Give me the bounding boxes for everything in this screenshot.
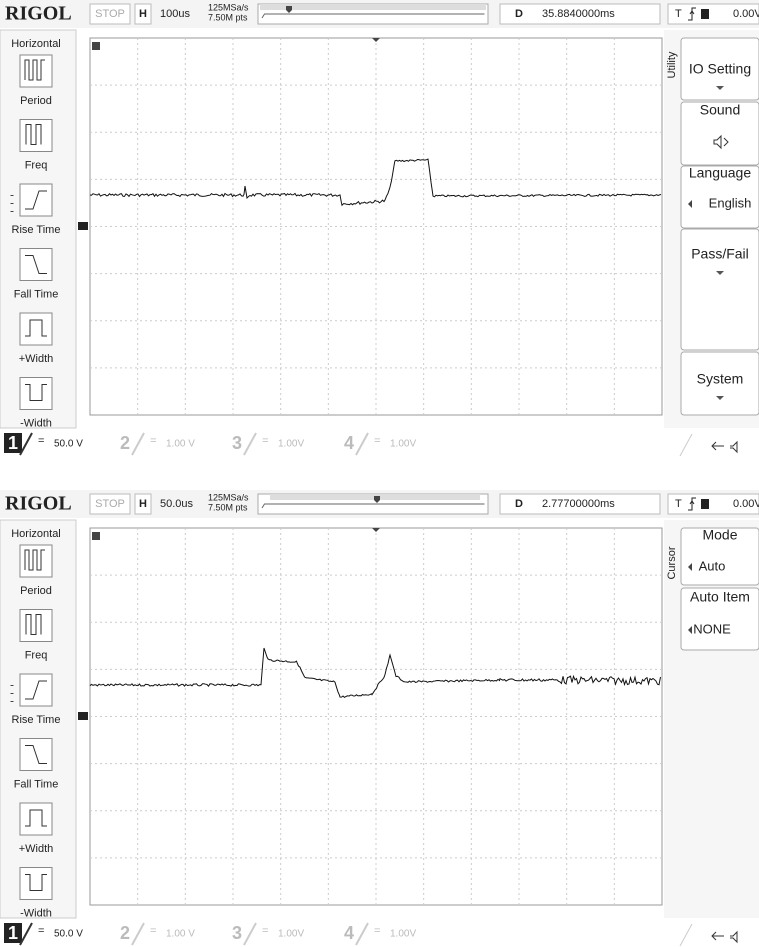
- left-menu-title: Horizontal: [11, 38, 61, 50]
- right-menu-title: Utility: [666, 51, 678, 78]
- menu-icon[interactable]: [20, 313, 52, 345]
- ch1-ground-marker: [78, 222, 88, 230]
- menu-icon[interactable]: [20, 378, 52, 410]
- left-menu-item[interactable]: -Width: [20, 417, 52, 429]
- memory-window: [260, 4, 486, 10]
- channel-number[interactable]: 2: [120, 923, 130, 943]
- left-menu-item[interactable]: Freq: [25, 649, 48, 661]
- channel-slash: [132, 923, 144, 945]
- channel-coupling: =: [262, 925, 268, 937]
- left-menu-item[interactable]: Rise Time: [12, 224, 61, 236]
- channel-slash: [356, 433, 368, 455]
- trigger-level: 0.00V: [733, 498, 759, 510]
- delay-label: D: [515, 498, 523, 510]
- trigger-marker: [92, 42, 100, 50]
- scope-screen: RIGOL STOP H 50.0us 125MSa/s7.50M pts D 2.7770…: [0, 490, 759, 946]
- menu-button-value[interactable]: Auto: [699, 558, 726, 573]
- menu-button-label[interactable]: System: [697, 371, 744, 387]
- channel-number[interactable]: 2: [120, 433, 130, 453]
- channel-coupling: =: [38, 925, 44, 937]
- memory-depth: 7.50M pts: [208, 12, 248, 22]
- trigger-label: T: [675, 498, 682, 510]
- timebase: 100us: [160, 8, 190, 20]
- menu-button-label[interactable]: Pass/Fail: [691, 246, 749, 262]
- menu-icon[interactable]: [20, 868, 52, 900]
- channel-number[interactable]: 3: [232, 433, 242, 453]
- menu-button-value[interactable]: English: [709, 195, 752, 210]
- menu-icon[interactable]: [20, 803, 52, 835]
- delay: 35.8840000ms: [542, 8, 615, 20]
- channel-slash: [132, 433, 144, 455]
- left-menu-item[interactable]: Fall Time: [14, 778, 59, 790]
- channel-slash: [244, 433, 256, 455]
- right-menu-title: Cursor: [666, 546, 678, 579]
- menu-button-value[interactable]: NONE: [693, 621, 731, 636]
- left-menu-item[interactable]: Period: [20, 95, 52, 107]
- usb-sound-icon: [712, 442, 737, 452]
- channel-scale[interactable]: 1.00V: [278, 929, 304, 940]
- scope-screen: RIGOL STOP H 100us 125MSa/s7.50M pts D 35.8840…: [0, 0, 759, 456]
- channel-coupling: =: [374, 435, 380, 447]
- channel-number[interactable]: 4: [344, 433, 354, 453]
- channel-number[interactable]: 3: [232, 923, 242, 943]
- channel-scale[interactable]: 1.00 V: [166, 929, 195, 940]
- menu-button-label[interactable]: Language: [689, 165, 752, 181]
- memory-depth: 7.50M pts: [208, 502, 248, 512]
- usb-sound-icon: [712, 932, 737, 942]
- channel-scale[interactable]: 1.00V: [390, 439, 416, 450]
- brand: RIGOL: [5, 3, 72, 25]
- status-slash: [680, 434, 692, 456]
- status: STOP: [95, 8, 125, 20]
- channel-scale[interactable]: 1.00V: [278, 439, 304, 450]
- channel-coupling: =: [374, 925, 380, 937]
- trigger-marker: [92, 532, 100, 540]
- channel-coupling: =: [262, 435, 268, 447]
- trigger-source-icon: [701, 499, 709, 509]
- timebase-label: H: [139, 8, 147, 20]
- menu-button-label[interactable]: Mode: [702, 527, 737, 543]
- channel-scale[interactable]: 1.00V: [390, 929, 416, 940]
- left-menu-item[interactable]: Period: [20, 585, 52, 597]
- left-menu-item[interactable]: Rise Time: [12, 714, 61, 726]
- sample-rate: 125MSa/s: [208, 2, 249, 12]
- left-menu-item[interactable]: Freq: [25, 159, 48, 171]
- channel-coupling: =: [150, 925, 156, 937]
- timebase: 50.0us: [160, 498, 194, 510]
- trigger-label: T: [675, 8, 682, 20]
- channel-scale[interactable]: 50.0 V: [54, 929, 83, 940]
- timebase-label: H: [139, 498, 147, 510]
- status: STOP: [95, 498, 125, 510]
- channel-slash: [356, 923, 368, 945]
- left-menu-title: Horizontal: [11, 528, 61, 540]
- trigger-source-icon: [701, 9, 709, 19]
- trigger-level: 0.00V: [733, 8, 759, 20]
- delay: 2.77700000ms: [542, 498, 615, 510]
- channel-scale[interactable]: 1.00 V: [166, 439, 195, 450]
- scope-screenshot: RIGOLSTOPH100us125MSa/s7.50M ptsD35.8840…: [0, 0, 759, 947]
- channel-number[interactable]: 4: [344, 923, 354, 943]
- menu-button-label[interactable]: Sound: [700, 102, 740, 118]
- channel-number[interactable]: 1: [8, 923, 18, 943]
- channel-number[interactable]: 1: [8, 433, 18, 453]
- left-menu-item[interactable]: +Width: [19, 353, 54, 365]
- menu-button-label[interactable]: IO Setting: [689, 61, 751, 77]
- left-menu-item[interactable]: -Width: [20, 907, 52, 919]
- delay-label: D: [515, 8, 523, 20]
- brand: RIGOL: [5, 493, 72, 515]
- menu-button-label[interactable]: Auto Item: [690, 589, 750, 605]
- channel-scale[interactable]: 50.0 V: [54, 439, 83, 450]
- left-menu-item[interactable]: Fall Time: [14, 288, 59, 300]
- sample-rate: 125MSa/s: [208, 492, 249, 502]
- ch1-ground-marker: [78, 712, 88, 720]
- channel-slash: [244, 923, 256, 945]
- left-menu-item[interactable]: +Width: [19, 843, 54, 855]
- status-slash: [680, 924, 692, 946]
- channel-coupling: =: [38, 435, 44, 447]
- channel-coupling: =: [150, 435, 156, 447]
